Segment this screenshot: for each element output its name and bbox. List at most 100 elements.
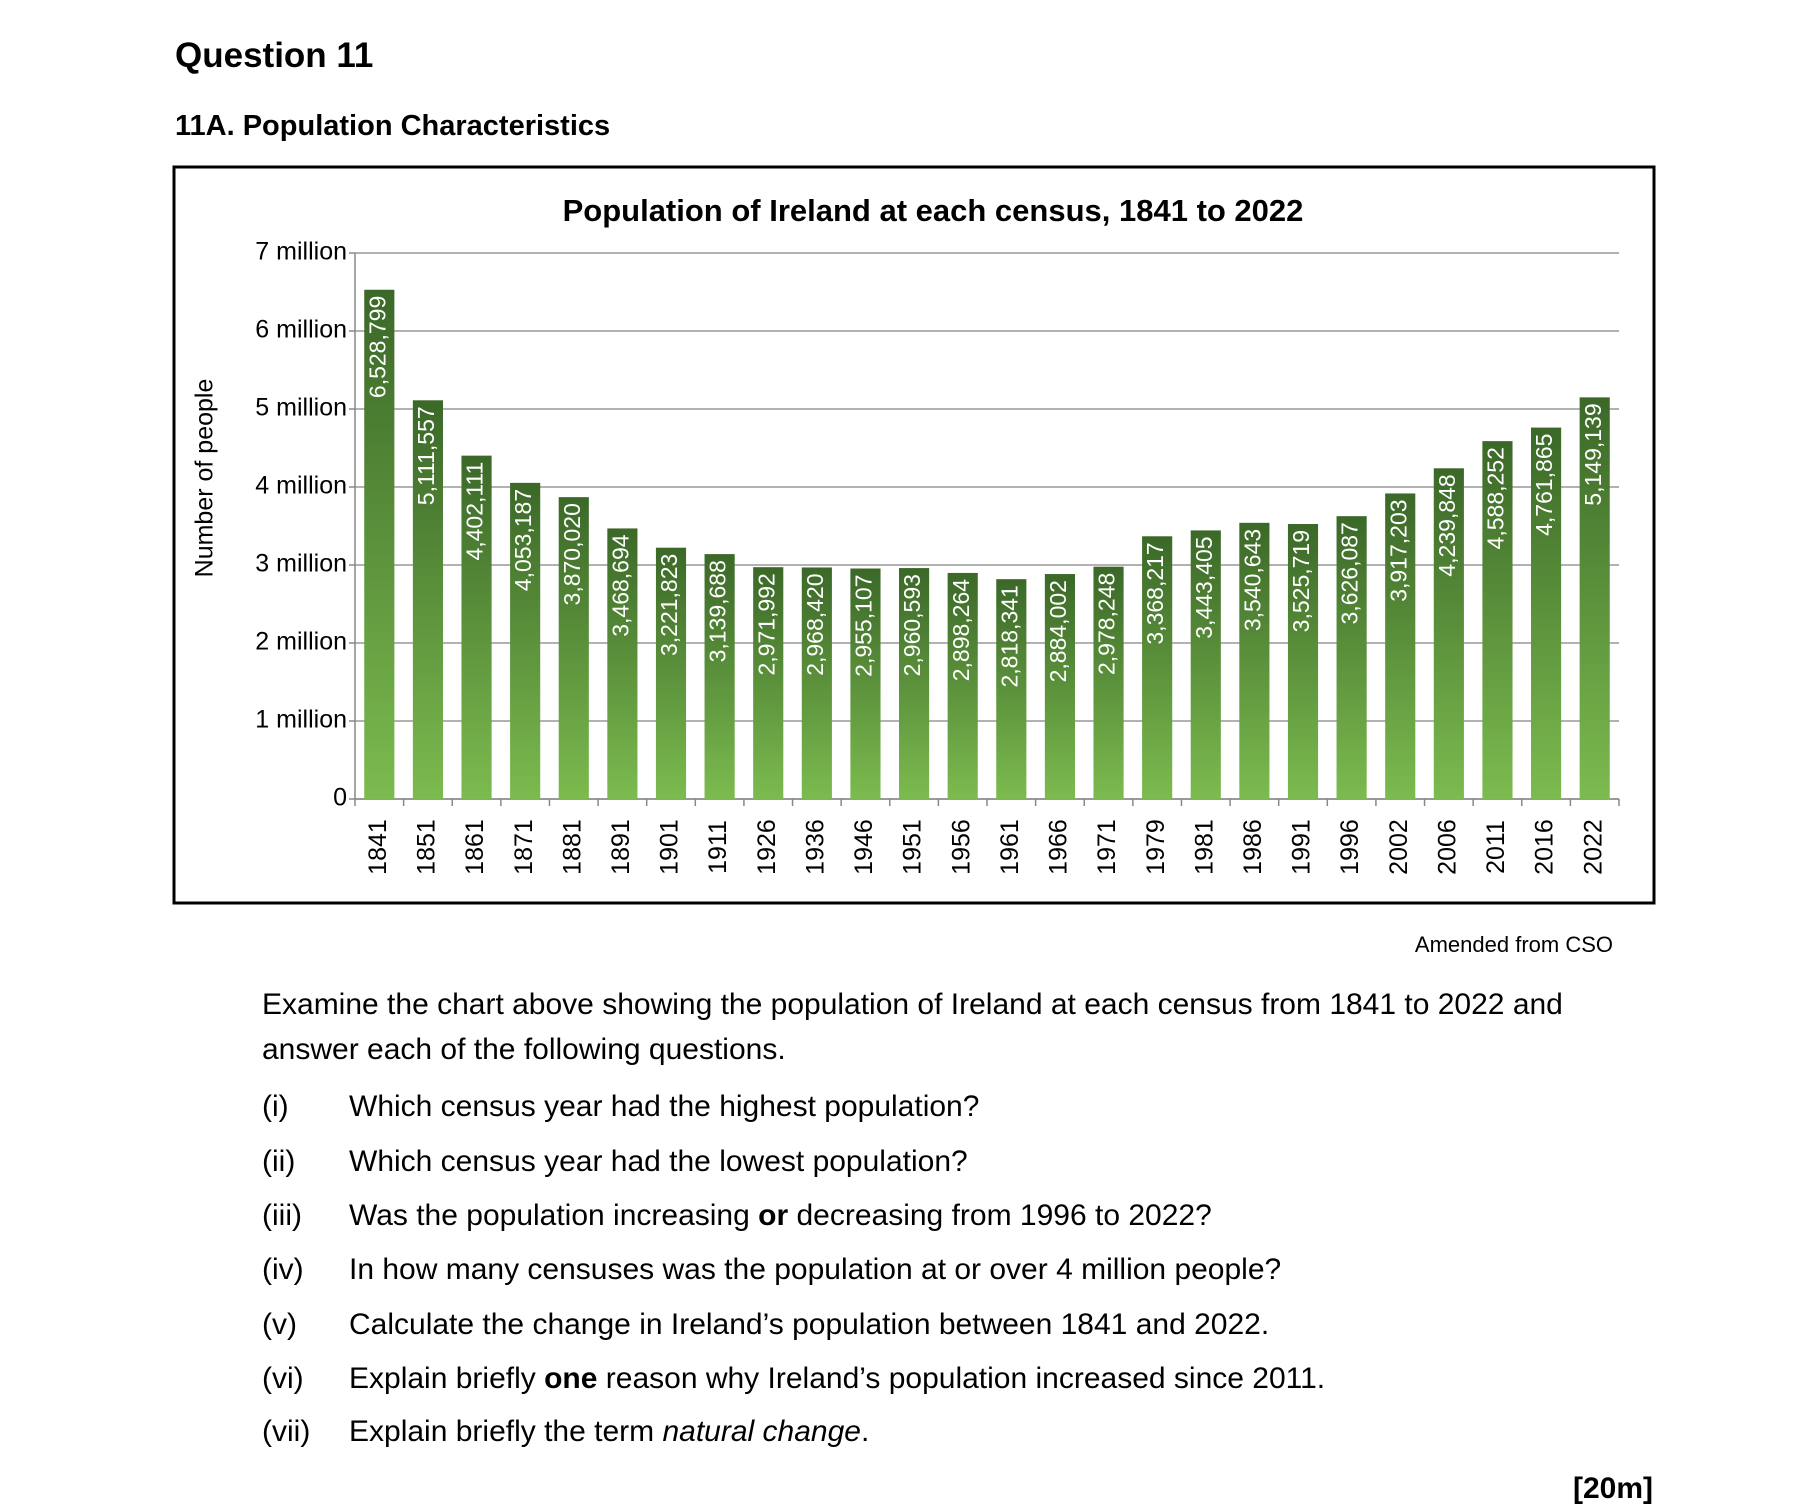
chart-frame: [172, 165, 1656, 905]
bar: [1239, 522, 1270, 799]
question-text-part: reason why Ireland’s population increase…: [597, 1362, 1326, 1395]
x-tick-label: 1996: [1336, 819, 1364, 875]
section-title: 11A. Population Characteristics: [175, 110, 611, 142]
x-tick-label: 1841: [364, 819, 392, 875]
marks: [20m]: [1572, 1472, 1653, 1505]
y-tick-label: 5 million: [255, 394, 347, 422]
bar: [1579, 397, 1610, 799]
bar-value-label: 3,917,203: [1385, 499, 1411, 601]
x-tick-label: 2002: [1385, 819, 1413, 875]
question-text: In how many censuses was the population …: [349, 1253, 1281, 1287]
bar: [704, 554, 735, 799]
bar: [996, 579, 1027, 799]
y-tick-label: 0: [333, 784, 347, 812]
bar-value-label: 2,955,107: [851, 575, 877, 677]
question-number: (vi): [262, 1362, 304, 1395]
bar: [1385, 493, 1416, 799]
question-number: (ii): [262, 1145, 296, 1178]
x-tick-label: 1881: [558, 819, 586, 875]
x-tick-label: 1936: [801, 819, 829, 875]
chart-title: Population of Ireland at each census, 18…: [563, 193, 1304, 228]
question-text-part: Was the population increasing: [349, 1199, 759, 1232]
question-text: Which census year had the highest popula…: [349, 1090, 979, 1124]
question-number: (iii): [262, 1199, 302, 1232]
bar-value-label: 3,468,694: [607, 534, 633, 637]
bar-value-label: 3,139,688: [705, 560, 731, 662]
bar: [850, 568, 881, 799]
x-tick-label: 1891: [607, 819, 635, 875]
bar-value-label: 2,898,264: [948, 579, 974, 682]
question-text-part: Explain briefly: [349, 1362, 545, 1395]
question-title: Question 11: [175, 36, 374, 75]
bar: [1190, 530, 1221, 799]
bar-value-label: 3,525,719: [1288, 530, 1314, 632]
question-text-part: or: [758, 1199, 789, 1232]
bar: [1093, 566, 1124, 799]
bar: [1336, 516, 1367, 799]
bar-value-label: 4,588,252: [1483, 447, 1509, 549]
y-axis-label: Number of people: [191, 379, 219, 578]
bar: [412, 400, 443, 799]
question-text-part: In how many censuses was the population …: [349, 1253, 1282, 1286]
question-text-part: Which census year had the lowest populat…: [349, 1145, 968, 1178]
question-text-part: decreasing from 1996 to 2022?: [788, 1199, 1212, 1232]
question-number: (v): [262, 1308, 297, 1341]
x-tick-label: 2016: [1531, 819, 1559, 875]
bar: [1044, 574, 1075, 799]
x-tick-label: 2006: [1433, 819, 1461, 875]
bar: [753, 567, 784, 799]
bar-value-label: 3,626,087: [1337, 522, 1363, 624]
x-tick-label: 1851: [413, 819, 441, 875]
question-text: Calculate the change in Ireland’s popula…: [349, 1308, 1269, 1342]
x-tick-label: 1946: [850, 819, 878, 875]
question-text-part: natural change: [662, 1415, 861, 1448]
bar-value-label: 4,239,848: [1434, 474, 1460, 576]
bar-value-label: 5,149,139: [1580, 403, 1606, 505]
x-tick-label: 1926: [753, 819, 781, 875]
bar-value-label: 3,540,643: [1239, 529, 1265, 631]
bar: [655, 547, 687, 799]
question-text-part: Explain briefly the term: [349, 1415, 663, 1448]
bar-value-label: 2,960,593: [899, 574, 925, 676]
x-tick-label: 1986: [1239, 819, 1267, 875]
bar-value-label: 5,111,557: [413, 406, 439, 505]
bar-value-label: 2,884,002: [1045, 580, 1071, 682]
bar-value-label: 2,978,248: [1094, 573, 1120, 675]
bar: [947, 572, 978, 799]
x-tick-label: 1951: [899, 819, 927, 875]
question-number: (vii): [262, 1415, 311, 1448]
intro-text: Examine the chart above showing the popu…: [262, 988, 1563, 1066]
y-tick-label: 3 million: [255, 550, 347, 578]
x-tick-label: 1901: [656, 819, 684, 875]
source: Amended from CSO: [1414, 932, 1613, 957]
bar: [1142, 536, 1173, 799]
bar-value-label: 4,761,865: [1531, 434, 1557, 536]
question-text-part: .: [860, 1415, 870, 1448]
bar: [1287, 523, 1319, 799]
x-tick-label: 1961: [996, 819, 1024, 875]
bar-value-label: 3,221,823: [656, 554, 682, 656]
bar: [1531, 427, 1562, 799]
question-text: Which census year had the lowest populat…: [349, 1145, 968, 1179]
x-tick-label: 1966: [1045, 819, 1073, 875]
question-text-part: Which census year had the highest popula…: [349, 1090, 980, 1123]
x-tick-label: 2022: [1579, 819, 1607, 875]
bar: [364, 289, 395, 799]
x-tick-label: 1861: [461, 819, 489, 875]
y-tick-label: 7 million: [255, 238, 347, 266]
bar: [607, 528, 638, 799]
x-tick-label: 2011: [1482, 820, 1510, 874]
bar-value-label: 4,053,187: [510, 489, 536, 591]
bar: [801, 567, 832, 799]
y-tick-label: 6 million: [255, 316, 347, 344]
x-tick-label: 1956: [947, 819, 975, 875]
bar: [558, 497, 589, 799]
bar: [510, 482, 541, 799]
x-tick-label: 1991: [1288, 819, 1316, 875]
question-text: Was the population increasing or decreas…: [349, 1199, 1212, 1233]
question-text-part: Calculate the change in Ireland’s popula…: [349, 1308, 1270, 1341]
x-tick-label: 1979: [1142, 819, 1170, 875]
bar-value-label: 2,968,420: [802, 573, 828, 675]
bar-value-label: 6,528,799: [364, 296, 390, 398]
question-text: Explain briefly the term natural change.: [349, 1415, 869, 1449]
